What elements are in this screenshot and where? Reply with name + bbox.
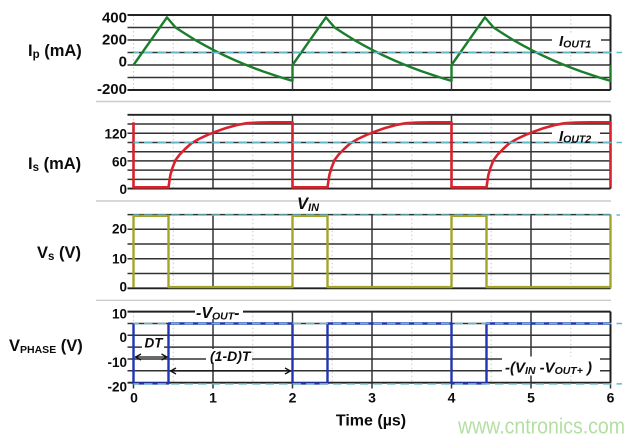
svg-text:400: 400 [102, 9, 127, 26]
svg-text:Ip (mA): Ip (mA) [28, 42, 82, 61]
svg-text:200: 200 [102, 31, 127, 48]
svg-text:0: 0 [119, 182, 127, 197]
svg-text:10: 10 [112, 307, 127, 322]
svg-text:Time (µs): Time (µs) [336, 413, 406, 430]
svg-text:(1-D)T: (1-D)T [210, 348, 252, 364]
svg-text:0: 0 [130, 390, 138, 406]
svg-text:1: 1 [209, 390, 217, 406]
svg-text:0: 0 [119, 54, 127, 71]
svg-text:2: 2 [289, 390, 297, 406]
svg-text:20: 20 [112, 222, 127, 237]
svg-text:10: 10 [112, 252, 127, 267]
svg-text:-10: -10 [107, 355, 127, 370]
svg-text:www.cntronics.com: www.cntronics.com [457, 414, 625, 439]
svg-text:6: 6 [607, 390, 615, 406]
svg-text:60: 60 [112, 155, 127, 170]
svg-text:120: 120 [104, 127, 127, 142]
svg-text:-20: -20 [107, 380, 127, 395]
svg-text:0: 0 [119, 280, 127, 295]
svg-text:Is (mA): Is (mA) [28, 155, 81, 174]
svg-text:4: 4 [448, 390, 456, 406]
svg-text:3: 3 [368, 390, 376, 406]
svg-text:-200: -200 [97, 81, 127, 98]
svg-text:Vs (V): Vs (V) [37, 244, 81, 263]
svg-text:0: 0 [119, 330, 127, 345]
svg-text:5: 5 [527, 390, 535, 406]
svg-text:DT: DT [145, 336, 165, 351]
